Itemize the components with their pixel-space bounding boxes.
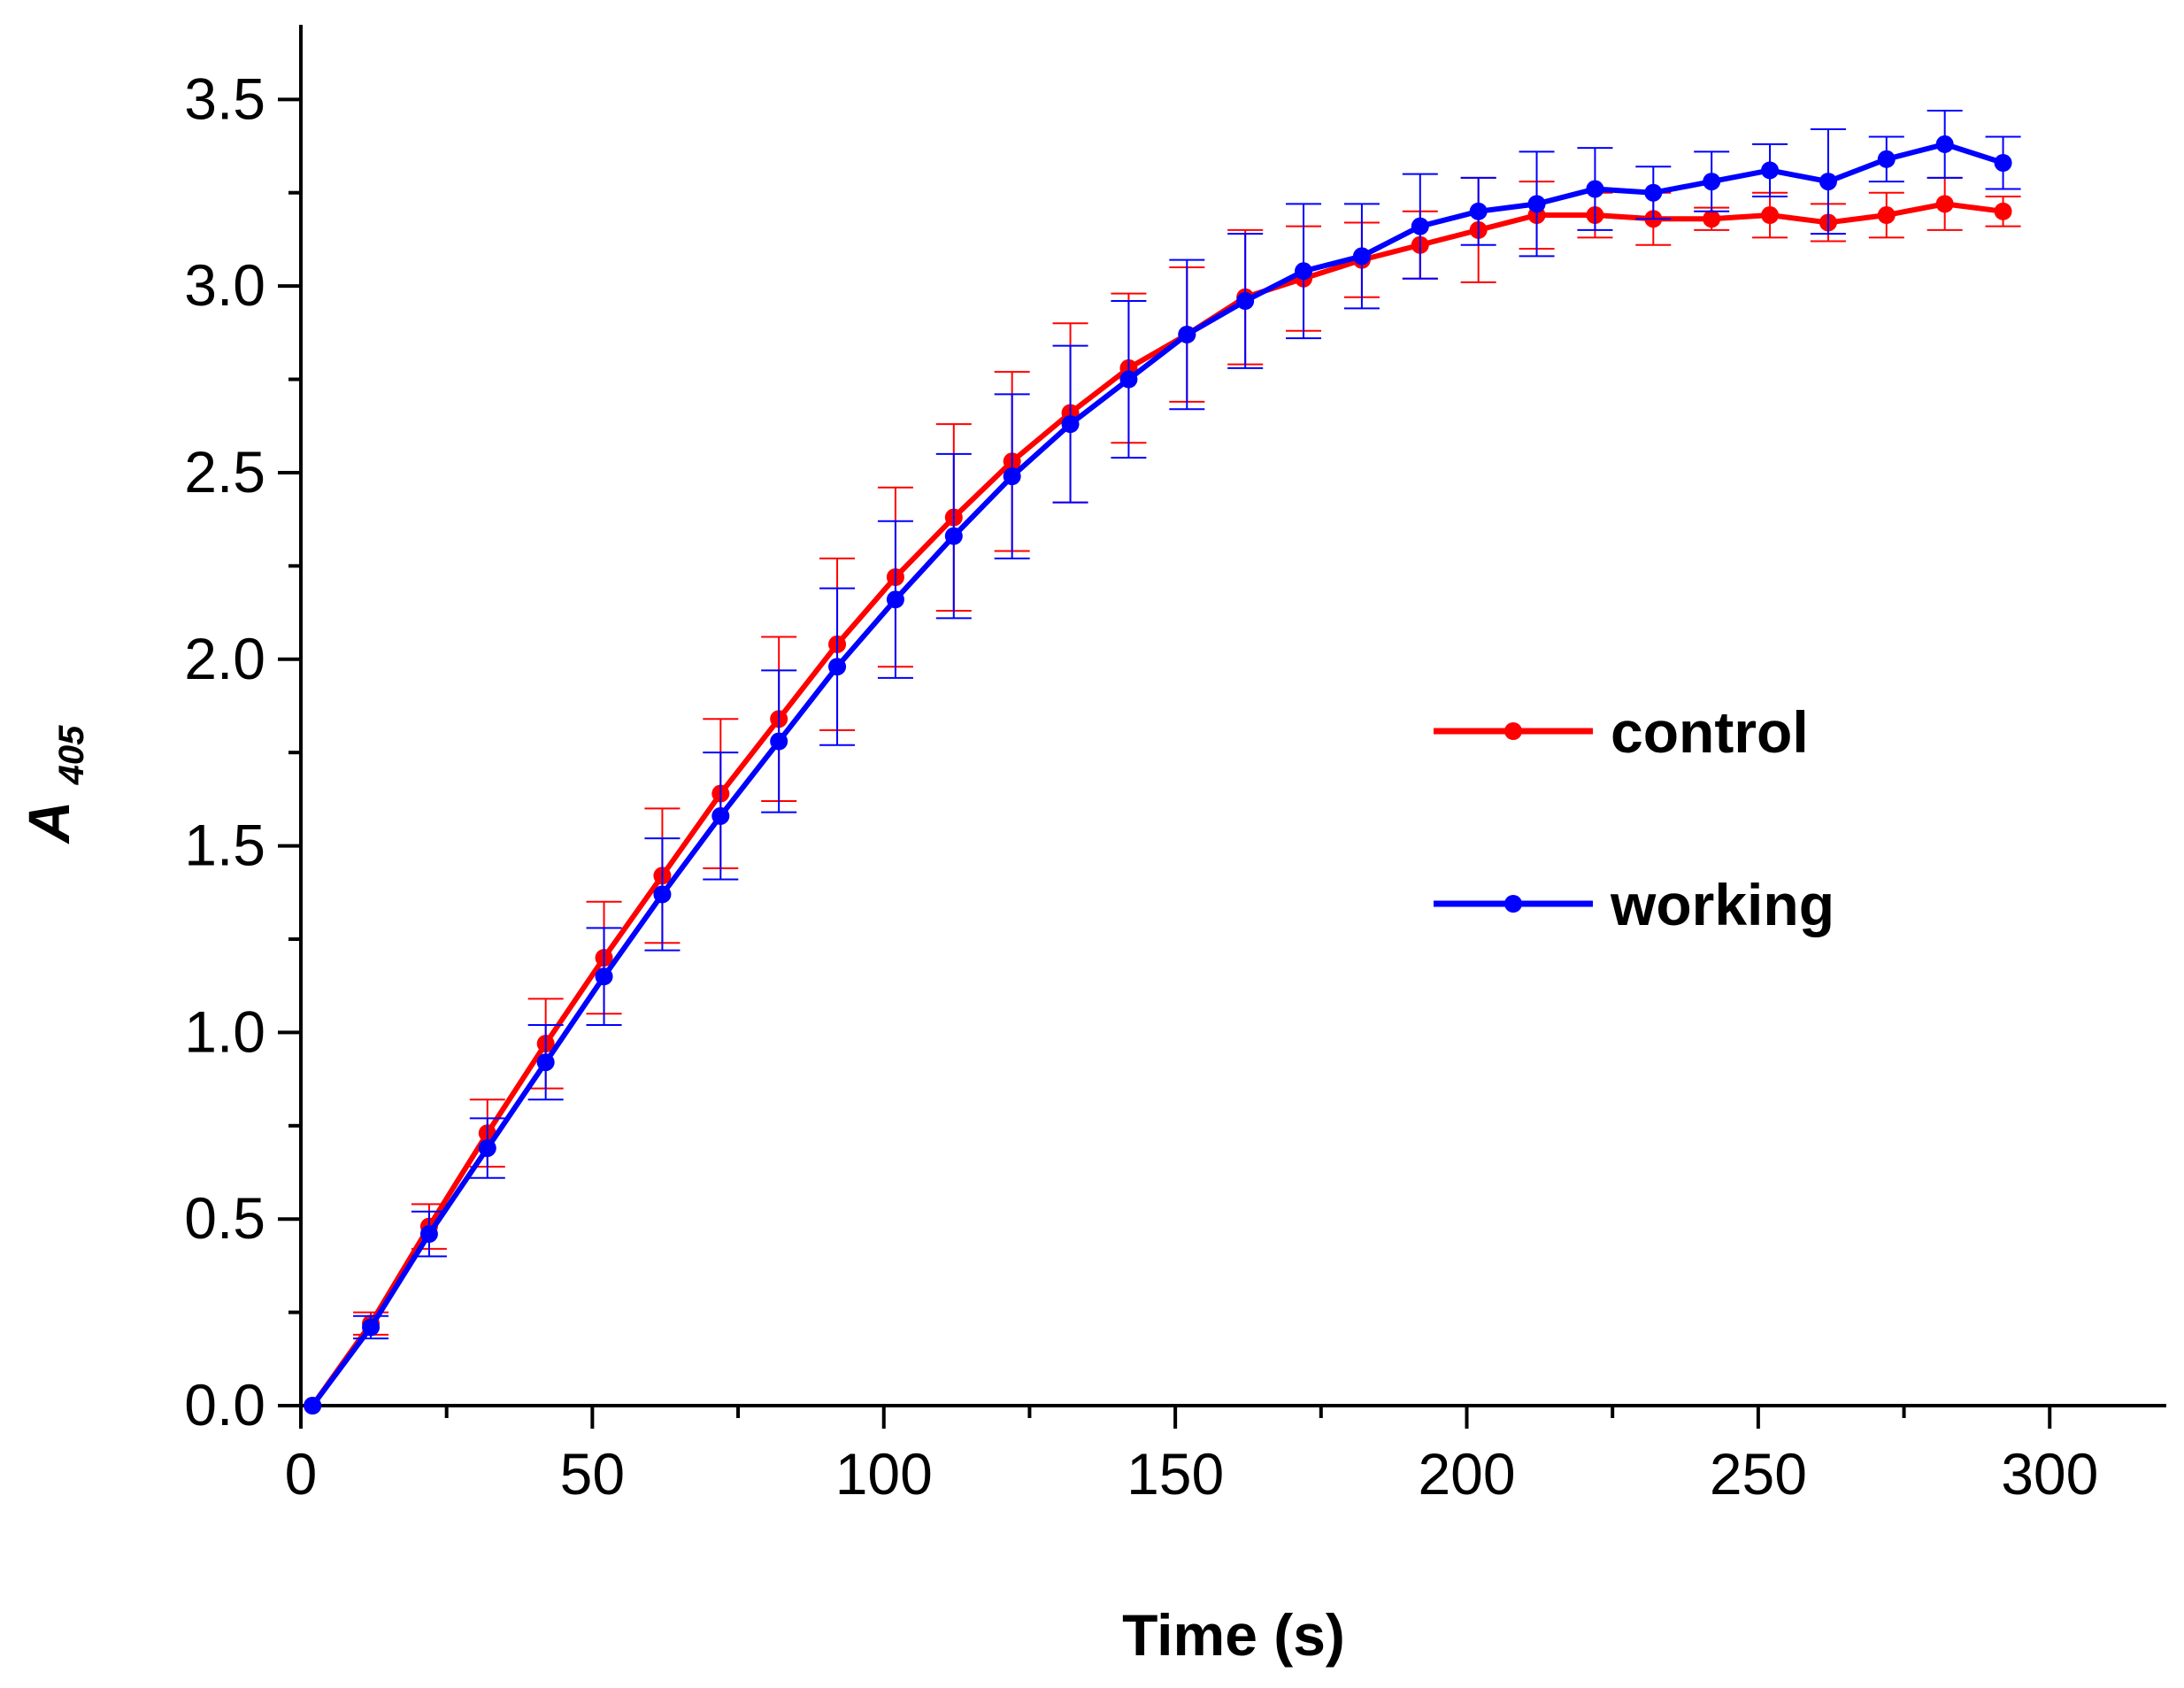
x-axis-title: Time (s) (1122, 1602, 1345, 1668)
legend: control working (1434, 699, 1834, 937)
data-point-control (1761, 206, 1780, 225)
data-point-working (1236, 292, 1255, 310)
y-tick-label: 2.5 (184, 439, 265, 505)
y-ticks: 0.0 0.5 1.0 1.5 2.0 2.5 3.0 3.5 (184, 66, 301, 1437)
axes (299, 25, 2166, 1407)
data-point-working (1819, 173, 1837, 191)
x-tick-label: 150 (1127, 1441, 1224, 1507)
series-line-control (310, 201, 2003, 1407)
data-point-working (770, 732, 788, 751)
y-tick-label: 0.0 (184, 1372, 265, 1437)
data-point-working (1527, 195, 1546, 213)
data-point-working (1352, 247, 1371, 266)
data-point-working (362, 1318, 381, 1337)
x-tick-label: 250 (1710, 1441, 1807, 1507)
series-working (304, 109, 2021, 1414)
data-point-working (1178, 325, 1196, 343)
data-point-control (1703, 210, 1721, 228)
data-point-working (1061, 415, 1080, 434)
data-point-working (1703, 173, 1721, 191)
legend-marker-working (1504, 895, 1522, 913)
data-point-working (944, 527, 963, 545)
x-tick-label: 100 (835, 1441, 933, 1507)
legend-entry-control: control (1434, 699, 1809, 765)
data-point-working (1877, 150, 1896, 168)
data-point-working (886, 590, 904, 609)
data-point-working (653, 885, 672, 904)
y-axis-title-subscript: 405 (52, 725, 91, 785)
x-tick-label: 50 (560, 1441, 625, 1507)
legend-label-control: control (1611, 699, 1809, 765)
y-tick-label: 3.0 (184, 252, 265, 318)
data-point-working (304, 1397, 322, 1414)
data-point-working (595, 967, 613, 986)
y-tick-label: 1.5 (184, 813, 265, 878)
y-axis-title-main: A (16, 801, 81, 845)
series-layer (304, 109, 2021, 1414)
data-point-working (1295, 262, 1313, 281)
series-line-working (310, 141, 2004, 1407)
y-tick-label: 0.5 (184, 1185, 265, 1251)
data-point-working (419, 1225, 438, 1244)
data-point-working (1003, 467, 1021, 486)
data-point-working (711, 806, 730, 825)
data-point-control (1994, 202, 2012, 220)
y-tick-label: 1.0 (184, 998, 265, 1064)
svg-text:A 405: A 405 (16, 725, 91, 845)
data-point-working (1644, 183, 1663, 202)
y-tick-label: 3.5 (184, 66, 265, 131)
legend-marker-control (1504, 722, 1522, 740)
x-tick-label: 300 (2001, 1441, 2098, 1507)
data-point-working (1994, 154, 2012, 172)
y-axis-title: A 405 (16, 725, 91, 845)
x-tick-label: 200 (1418, 1441, 1515, 1507)
data-point-control (1877, 206, 1896, 225)
x-ticks: 0 50 100 150 200 250 300 (285, 1406, 2098, 1507)
data-point-working (536, 1053, 555, 1072)
data-point-control (1935, 195, 1954, 213)
data-point-working (1119, 370, 1138, 389)
data-point-working (478, 1139, 496, 1158)
data-point-working (1586, 180, 1604, 198)
data-point-working (1935, 135, 1954, 153)
x-tick-label: 0 (285, 1441, 318, 1507)
data-point-working (1469, 202, 1488, 220)
data-point-working (1411, 217, 1429, 235)
data-point-working (1761, 161, 1780, 180)
data-point-working (828, 658, 847, 676)
y-tick-label: 2.0 (184, 626, 265, 691)
legend-entry-working: working (1434, 872, 1834, 937)
legend-label-working: working (1610, 872, 1834, 937)
